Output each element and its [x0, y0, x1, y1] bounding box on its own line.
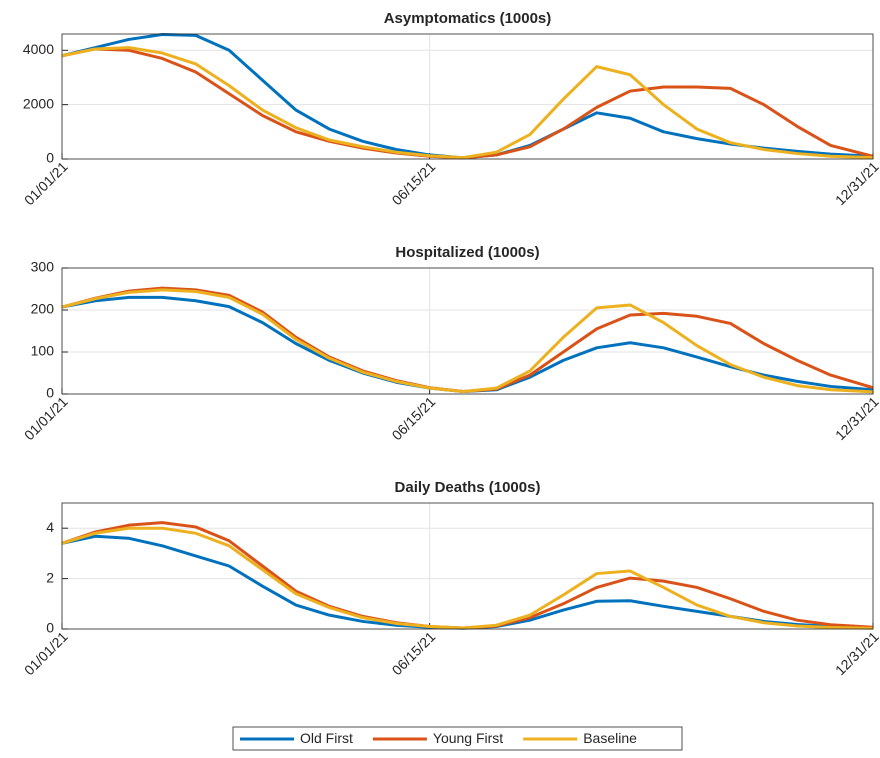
plot-area [62, 503, 873, 629]
y-tick-label: 4000 [23, 41, 54, 57]
series-line [61, 526, 874, 630]
y-tick-label: 300 [31, 259, 55, 275]
y-tick-label: 2 [46, 569, 54, 585]
chart-title: Daily Deaths (1000s) [395, 479, 541, 496]
y-tick-label: 2000 [23, 95, 54, 111]
legend-label: Old First [300, 730, 353, 746]
y-tick-label: 4 [46, 519, 54, 535]
x-tick-label: 06/15/21 [389, 628, 439, 678]
axes-frame [61, 33, 874, 160]
legend-label: Young First [433, 730, 503, 746]
series-line [61, 46, 874, 160]
x-tick-label: 06/15/21 [389, 393, 439, 443]
x-tick-label: 01/01/21 [21, 628, 71, 678]
x-tick-label: 12/31/21 [832, 628, 880, 678]
plot-area [62, 268, 873, 394]
y-tick-label: 200 [31, 301, 55, 317]
axes-frame [61, 267, 874, 395]
y-tick-label: 100 [31, 343, 55, 359]
y-tick-label: 0 [46, 150, 54, 166]
chart-title: Asymptomatics (1000s) [384, 10, 552, 27]
x-tick-label: 12/31/21 [832, 158, 880, 208]
y-tick-label: 0 [46, 385, 54, 401]
legend-label: Baseline [583, 730, 637, 746]
series-line [61, 288, 874, 394]
x-tick-label: 01/01/21 [21, 393, 71, 443]
x-tick-label: 01/01/21 [21, 158, 71, 208]
plot-area [62, 34, 873, 159]
chart-title: Hospitalized (1000s) [395, 244, 539, 261]
axes-frame [61, 502, 874, 630]
x-tick-label: 06/15/21 [389, 158, 439, 208]
legend-box [232, 726, 683, 751]
x-tick-label: 12/31/21 [832, 393, 880, 443]
y-tick-label: 0 [46, 620, 54, 636]
